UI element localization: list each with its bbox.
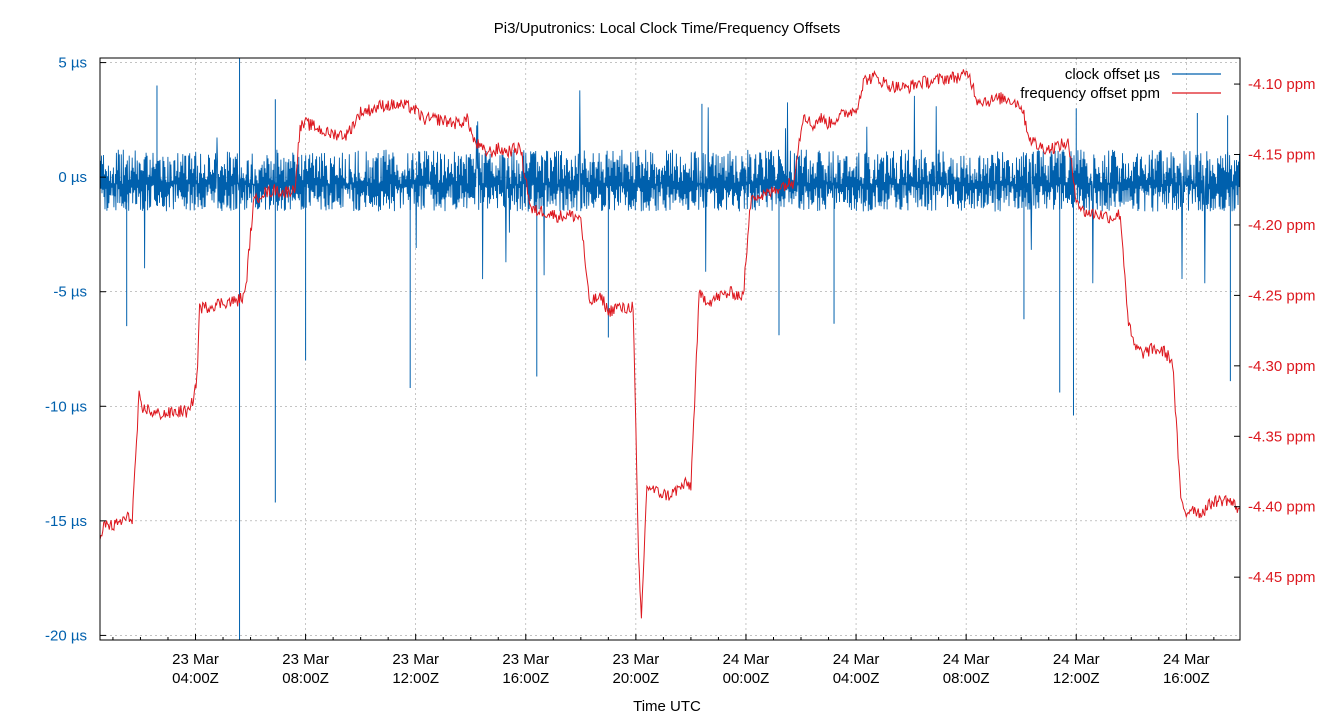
left-axis-ticks: 5 µs 0 µs -5 µs -10 µs -15 µs -20 µs xyxy=(45,55,106,644)
right-tick-label: -4.15 ppm xyxy=(1248,147,1316,164)
x-tick-label-time: 04:00Z xyxy=(833,670,880,687)
right-tick-label: -4.30 ppm xyxy=(1248,358,1316,375)
right-tick-label: -4.45 ppm xyxy=(1248,569,1316,586)
left-tick-label: 5 µs xyxy=(58,55,87,72)
x-tick-label-time: 04:00Z xyxy=(172,670,219,687)
x-tick-label-time: 08:00Z xyxy=(943,670,990,687)
left-tick-label: -15 µs xyxy=(45,513,87,530)
plot-border xyxy=(99,57,1241,641)
frequency-offset-line xyxy=(99,69,1241,619)
x-tick-label-date: 23 Mar xyxy=(282,651,329,668)
legend-label-freq: frequency offset ppm xyxy=(1020,85,1160,102)
x-tick-label-time: 12:00Z xyxy=(1053,670,1100,687)
clock-offset-line xyxy=(99,90,1241,284)
right-tick-label: -4.40 ppm xyxy=(1248,499,1316,516)
chart-title: Pi3/Uputronics: Local Clock Time/Frequen… xyxy=(494,20,841,37)
x-tick-label-date: 23 Mar xyxy=(502,651,549,668)
clock-offset-series xyxy=(99,58,1241,640)
x-tick-label-time: 12:00Z xyxy=(392,670,439,687)
x-tick-label-time: 16:00Z xyxy=(1163,670,1210,687)
right-tick-label: -4.35 ppm xyxy=(1248,428,1316,445)
left-tick-label: -10 µs xyxy=(45,398,87,415)
x-tick-label-date: 23 Mar xyxy=(172,651,219,668)
left-tick-label: 0 µs xyxy=(58,169,87,186)
right-axis-ticks: -4.10 ppm -4.15 ppm -4.20 ppm -4.25 ppm -4.3… xyxy=(1234,76,1316,586)
right-tick-label: -4.10 ppm xyxy=(1248,76,1316,93)
x-axis-label: Time UTC xyxy=(633,698,701,715)
x-tick-label-date: 24 Mar xyxy=(723,651,770,668)
x-tick-label-date: 24 Mar xyxy=(1163,651,1210,668)
right-tick-label: -4.25 ppm xyxy=(1248,287,1316,304)
legend-label-clock: clock offset µs xyxy=(1065,66,1160,83)
x-tick-label-time: 00:00Z xyxy=(723,670,770,687)
x-tick-label-date: 24 Mar xyxy=(943,651,990,668)
frequency-offset-series xyxy=(99,69,1241,619)
x-tick-label-date: 23 Mar xyxy=(392,651,439,668)
x-tick-label-time: 20:00Z xyxy=(613,670,660,687)
x-tick-label-time: 16:00Z xyxy=(502,670,549,687)
x-tick-label-date: 24 Mar xyxy=(1053,651,1100,668)
right-tick-label: -4.20 ppm xyxy=(1248,217,1316,234)
x-tick-label-time: 08:00Z xyxy=(282,670,329,687)
x-axis-ticks: 23 Mar 04:00Z 23 Mar 08:00Z 23 Mar 12:00Z 23 M… xyxy=(112,634,1215,687)
x-tick-label-date: 24 Mar xyxy=(833,651,880,668)
axes xyxy=(99,57,1241,641)
left-tick-label: -5 µs xyxy=(53,284,87,301)
left-tick-label: -20 µs xyxy=(45,627,87,644)
x-tick-label-date: 23 Mar xyxy=(613,651,660,668)
legend: clock offset µs frequency offset ppm xyxy=(1020,66,1221,102)
